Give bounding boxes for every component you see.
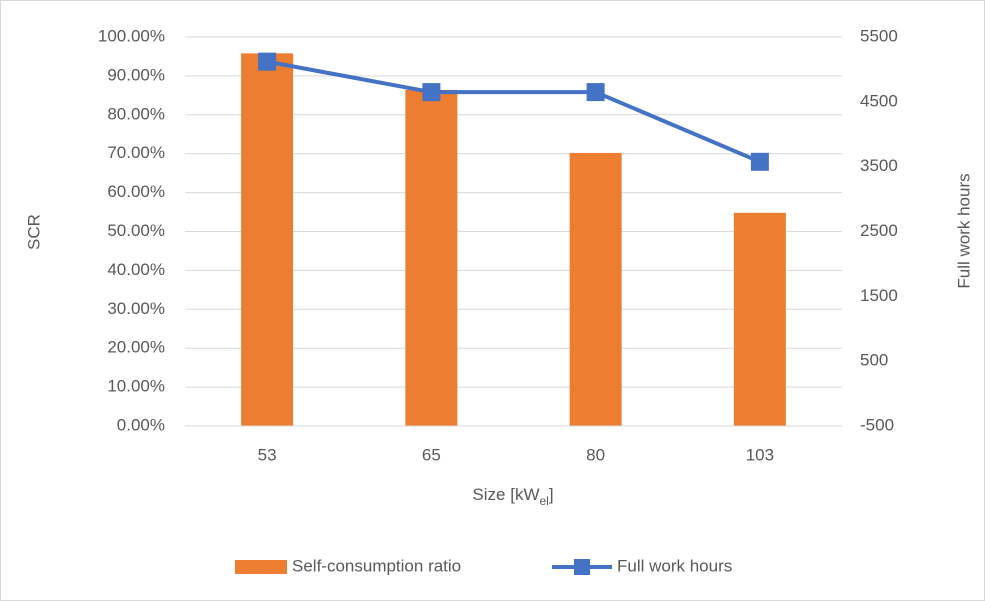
line bbox=[266, 59, 761, 164]
legend-swatch-marker bbox=[574, 559, 590, 575]
y-tick-label: 60.00% bbox=[107, 182, 165, 201]
y-tick-label: 50.00% bbox=[107, 221, 165, 240]
y-tick-label: 10.00% bbox=[107, 377, 165, 396]
y-tick-label: 30.00% bbox=[107, 299, 165, 318]
y-tick-label: 80.00% bbox=[107, 104, 165, 123]
y2-tick-label: 1500 bbox=[860, 286, 898, 305]
y2-tick-label: 2500 bbox=[860, 221, 898, 240]
legend-label: Self-consumption ratio bbox=[292, 556, 461, 575]
line-marker bbox=[258, 52, 277, 71]
y2-tick-label: -500 bbox=[860, 415, 894, 434]
y2-tick-label: 3500 bbox=[860, 156, 898, 175]
y-tick-label: 0.00% bbox=[117, 415, 165, 434]
bar bbox=[569, 152, 622, 426]
bar bbox=[733, 212, 786, 426]
x-tick-label: 53 bbox=[258, 445, 277, 464]
y-tick-label: 20.00% bbox=[107, 338, 165, 357]
bar bbox=[241, 53, 294, 426]
x-axis-label: Size [kWel] bbox=[472, 485, 553, 508]
y2-axis-label: Full work hours bbox=[954, 173, 973, 288]
x-tick-label: 103 bbox=[746, 445, 774, 464]
y2-tick-label: 4500 bbox=[860, 91, 898, 110]
y2-tick-label: 500 bbox=[860, 351, 888, 370]
line-marker bbox=[586, 83, 605, 102]
legend-label: Full work hours bbox=[617, 556, 732, 575]
y-tick-label: 70.00% bbox=[107, 143, 165, 162]
legend-swatch bbox=[235, 560, 287, 574]
x-axis-label-sub: el bbox=[539, 494, 548, 508]
line-marker bbox=[422, 83, 441, 102]
x-tick-label: 80 bbox=[586, 445, 605, 464]
y2-tick-label: 5500 bbox=[860, 26, 898, 45]
line-marker bbox=[750, 152, 769, 171]
bar bbox=[405, 89, 458, 427]
x-axis-label-text: Size [kW bbox=[472, 485, 539, 504]
y-tick-label: 90.00% bbox=[107, 65, 165, 84]
y-tick-label: 100.00% bbox=[98, 26, 165, 45]
y-axis-label: SCR bbox=[24, 214, 43, 250]
y-tick-label: 40.00% bbox=[107, 260, 165, 279]
x-axis-label-end: ] bbox=[549, 485, 554, 504]
x-tick-label: 65 bbox=[422, 445, 441, 464]
